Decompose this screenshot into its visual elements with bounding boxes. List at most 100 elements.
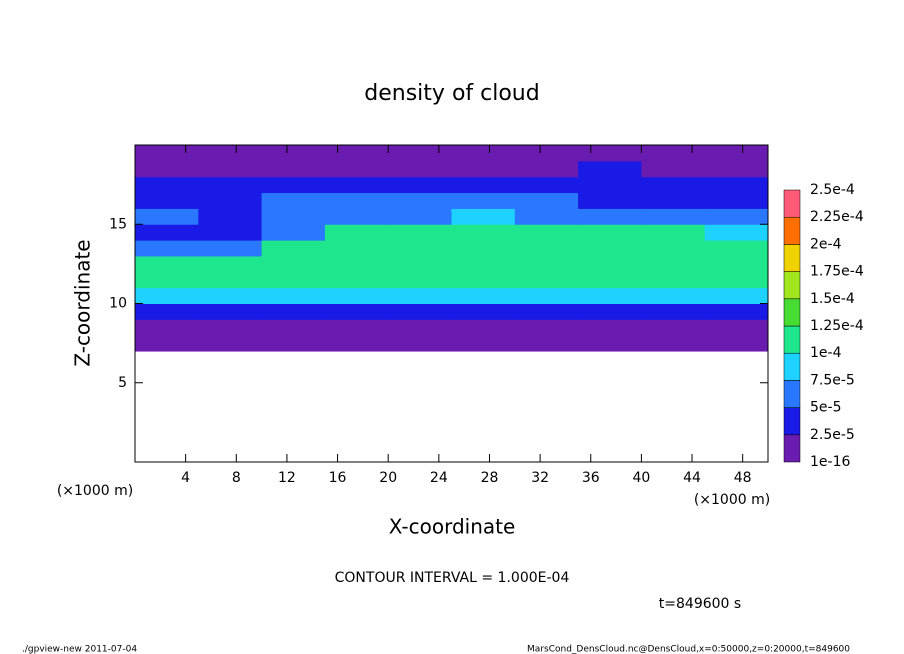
cell — [578, 255, 642, 273]
cell — [324, 287, 389, 304]
cell — [451, 208, 516, 225]
y-axis-label: Z-coordinate — [71, 239, 95, 366]
cell — [388, 160, 452, 178]
cell — [641, 176, 706, 194]
cell — [324, 192, 389, 209]
cell — [641, 271, 706, 289]
cell — [324, 303, 389, 320]
cell — [451, 192, 516, 209]
cell — [451, 335, 516, 352]
cell — [641, 240, 706, 257]
cell — [198, 145, 263, 162]
cell — [324, 176, 389, 194]
cell — [451, 176, 516, 194]
cell — [324, 255, 389, 273]
colorbar-label: 5e-5 — [810, 400, 841, 416]
cell — [704, 208, 769, 225]
cell — [578, 303, 642, 320]
cell — [578, 176, 642, 194]
cell — [704, 255, 769, 273]
cell — [578, 335, 642, 352]
cell — [324, 319, 389, 336]
cell — [388, 319, 452, 336]
cell — [514, 224, 579, 241]
cell — [578, 208, 642, 225]
y-unit: (×1000 m) — [57, 483, 133, 499]
cell — [324, 240, 389, 257]
cell — [641, 192, 706, 209]
cell — [578, 224, 642, 241]
cell — [578, 271, 642, 289]
cell — [451, 271, 516, 289]
x-tick-label: 48 — [734, 470, 752, 486]
y-tick-label: 10 — [109, 296, 127, 312]
x-tick-label: 20 — [379, 470, 397, 486]
cell — [198, 287, 263, 304]
colorbar-box — [783, 352, 801, 381]
cell — [198, 240, 263, 257]
cell — [388, 255, 452, 273]
x-tick-label: 28 — [481, 470, 499, 486]
colorbar-label: 7.5e-5 — [810, 372, 855, 388]
cell — [135, 192, 199, 209]
cell — [704, 271, 769, 289]
cell — [514, 240, 579, 257]
cell — [514, 176, 579, 194]
y-tick-label: 5 — [118, 375, 127, 391]
colorbar-label: 2.5e-4 — [810, 182, 855, 198]
cell — [578, 240, 642, 257]
cell — [198, 160, 263, 178]
cell — [135, 303, 199, 320]
cell — [324, 271, 389, 289]
colorbar-label: 2.5e-5 — [810, 427, 855, 443]
cell — [135, 255, 199, 273]
colorbar-label: 2.25e-4 — [810, 209, 864, 225]
cell — [324, 160, 389, 178]
cell — [135, 208, 199, 225]
cell — [135, 176, 199, 194]
colorbar-box — [783, 325, 801, 354]
cell — [514, 208, 579, 225]
cell — [704, 224, 769, 241]
x-tick-label: 40 — [632, 470, 650, 486]
cell — [135, 335, 199, 352]
cell — [641, 224, 706, 241]
cell — [451, 287, 516, 304]
cell — [451, 145, 516, 162]
cell — [388, 240, 452, 257]
cell — [135, 287, 199, 304]
cell — [261, 192, 326, 209]
cell — [388, 176, 452, 194]
cell — [135, 319, 199, 336]
colorbar-label: 1e-16 — [810, 454, 850, 470]
cell — [578, 160, 642, 178]
cell — [704, 145, 769, 162]
cell — [641, 319, 706, 336]
cell — [578, 319, 642, 336]
cell — [261, 176, 326, 194]
footer-left: ./gpview-new 2011-07-04 — [22, 645, 137, 654]
cell — [641, 303, 706, 320]
cell — [514, 160, 579, 178]
colorbar-box — [783, 380, 801, 408]
cell — [704, 176, 769, 194]
cell — [135, 240, 199, 257]
cell — [135, 224, 199, 241]
cell — [514, 271, 579, 289]
cell — [198, 224, 263, 241]
cell — [514, 287, 579, 304]
x-tick-label: 4 — [181, 470, 190, 486]
cell — [324, 335, 389, 352]
cell — [388, 145, 452, 162]
x-tick-label: 8 — [232, 470, 241, 486]
cell — [388, 271, 452, 289]
cell — [641, 160, 706, 178]
colorbar-label: 1e-4 — [810, 345, 842, 361]
cell — [641, 287, 706, 304]
cell — [704, 319, 769, 336]
cell — [135, 145, 199, 162]
cell — [704, 303, 769, 320]
cell — [514, 192, 579, 209]
colorbar-box — [783, 407, 801, 436]
x-tick-label: 36 — [582, 470, 600, 486]
